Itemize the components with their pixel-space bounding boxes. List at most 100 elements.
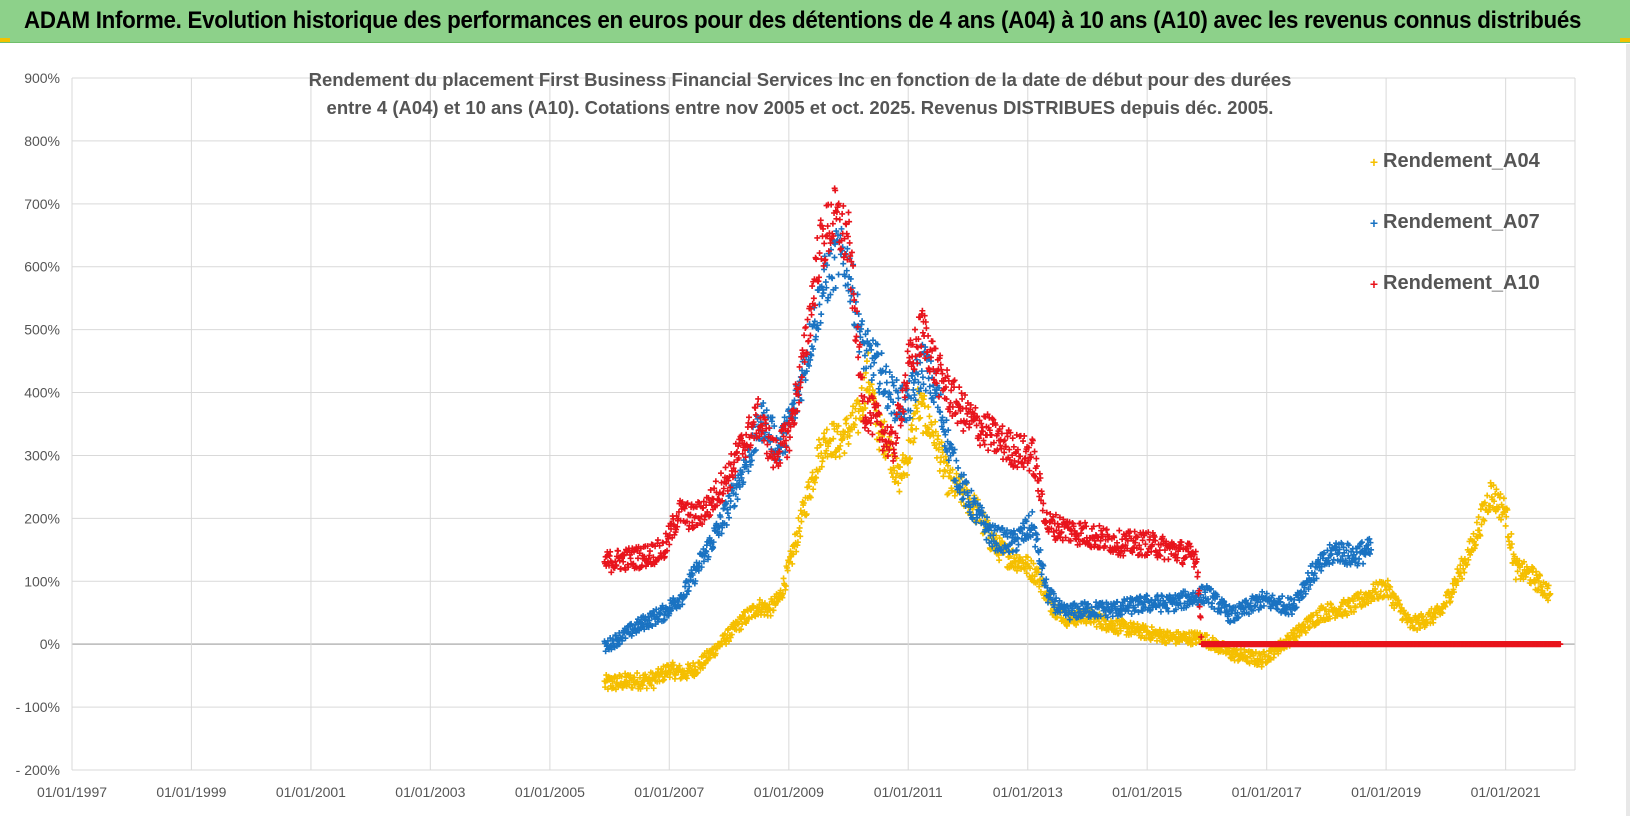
point-rendement-a07 — [882, 388, 889, 395]
point-rendement-a10 — [1029, 437, 1036, 444]
point-rendement-a10 — [926, 368, 933, 375]
point-rendement-a07 — [989, 543, 996, 550]
point-rendement-a10 — [912, 326, 919, 333]
point-rendement-a07 — [735, 472, 742, 479]
point-rendement-a10 — [791, 420, 798, 427]
point-rendement-a07 — [1009, 534, 1016, 541]
point-rendement-a10 — [873, 418, 880, 425]
point-rendement-a10 — [909, 341, 916, 348]
point-rendement-a10 — [1193, 556, 1200, 563]
point-rendement-a04 — [761, 600, 768, 607]
point-rendement-a10 — [768, 448, 775, 455]
point-rendement-a04 — [897, 464, 904, 471]
point-rendement-a10 — [851, 297, 858, 304]
point-rendement-a04 — [670, 662, 677, 669]
point-rendement-a07 — [915, 379, 922, 386]
point-rendement-a07 — [863, 365, 870, 372]
point-rendement-a04 — [1035, 566, 1042, 573]
point-rendement-a07 — [998, 546, 1005, 553]
point-rendement-a10 — [856, 341, 863, 348]
point-rendement-a04 — [1520, 558, 1527, 565]
point-rendement-a07 — [912, 397, 919, 404]
legend-label: Rendement_A04 — [1383, 150, 1540, 172]
point-rendement-a04 — [1544, 585, 1551, 592]
point-rendement-a07 — [829, 275, 836, 282]
point-rendement-a10 — [984, 411, 991, 418]
point-rendement-a07 — [956, 483, 963, 490]
point-rendement-a04 — [803, 511, 810, 518]
point-rendement-a04 — [921, 392, 928, 399]
point-rendement-a07 — [890, 382, 897, 389]
point-rendement-a10 — [1039, 507, 1046, 514]
point-rendement-a07 — [769, 414, 776, 421]
point-rendement-a04 — [758, 608, 765, 615]
point-rendement-a04 — [1262, 653, 1269, 660]
point-rendement-a10 — [687, 511, 694, 518]
point-rendement-a07 — [950, 449, 957, 456]
point-rendement-a07 — [814, 322, 821, 329]
point-rendement-a10 — [901, 394, 908, 401]
point-rendement-a10 — [903, 385, 910, 392]
point-rendement-a04 — [1024, 554, 1031, 561]
point-rendement-a10 — [727, 484, 734, 491]
point-rendement-a10 — [1152, 537, 1159, 544]
point-rendement-a10 — [743, 431, 750, 438]
point-rendement-a07 — [812, 333, 819, 340]
point-rendement-a07 — [917, 385, 924, 392]
point-rendement-a10 — [1006, 446, 1013, 453]
point-rendement-a10 — [1056, 514, 1063, 521]
point-rendement-a07 — [1234, 609, 1241, 616]
point-rendement-a07 — [906, 414, 913, 421]
point-rendement-a10 — [1033, 455, 1040, 462]
point-rendement-a07 — [1329, 559, 1336, 566]
point-rendement-a04 — [1430, 619, 1437, 626]
point-rendement-a04 — [949, 466, 956, 473]
y-tick-label: 400% — [24, 385, 60, 401]
point-rendement-a04 — [916, 415, 923, 422]
point-rendement-a10 — [1052, 511, 1059, 518]
point-rendement-a07 — [1023, 518, 1030, 525]
point-rendement-a07 — [726, 514, 733, 521]
point-rendement-a10 — [711, 485, 718, 492]
point-rendement-a07 — [1243, 597, 1250, 604]
x-tick-label: 01/01/2015 — [1112, 784, 1182, 800]
point-rendement-a07 — [628, 620, 635, 627]
point-rendement-a10 — [717, 470, 724, 477]
point-rendement-a04 — [996, 535, 1003, 542]
point-rendement-a10 — [998, 430, 1005, 437]
point-rendement-a10 — [778, 426, 785, 433]
point-rendement-a10 — [850, 262, 857, 269]
point-rendement-a04 — [1531, 579, 1538, 586]
point-rendement-a07 — [915, 388, 922, 395]
point-rendement-a04 — [1112, 622, 1119, 629]
point-rendement-a04 — [932, 418, 939, 425]
point-rendement-a07 — [868, 377, 875, 384]
point-rendement-a10 — [894, 434, 901, 441]
point-rendement-a04 — [839, 435, 846, 442]
point-rendement-a10 — [1191, 563, 1198, 570]
point-rendement-a04 — [925, 426, 932, 433]
point-rendement-a10 — [1055, 523, 1062, 530]
x-tick-label: 01/01/2013 — [993, 784, 1063, 800]
point-rendement-a07 — [1245, 610, 1252, 617]
point-rendement-a07 — [745, 468, 752, 475]
point-rendement-a10 — [796, 363, 803, 370]
point-rendement-a07 — [982, 520, 989, 527]
point-rendement-a07 — [679, 601, 686, 608]
point-rendement-a10 — [1149, 541, 1156, 548]
point-rendement-a07 — [1367, 539, 1374, 546]
point-rendement-a10 — [1076, 541, 1083, 548]
legend-label: Rendement_A07 — [1383, 211, 1540, 233]
point-rendement-a04 — [1460, 565, 1467, 572]
point-rendement-a10 — [794, 407, 801, 414]
point-rendement-a04 — [836, 453, 843, 460]
point-rendement-a07 — [818, 311, 825, 318]
point-rendement-a07 — [1313, 575, 1320, 582]
x-tick-label: 01/01/2017 — [1232, 784, 1302, 800]
point-rendement-a10 — [844, 233, 851, 240]
point-rendement-a10 — [919, 307, 926, 314]
point-rendement-a10 — [821, 240, 828, 247]
point-rendement-a10 — [851, 305, 858, 312]
point-rendement-a04 — [932, 428, 939, 435]
point-rendement-a10 — [613, 562, 620, 569]
